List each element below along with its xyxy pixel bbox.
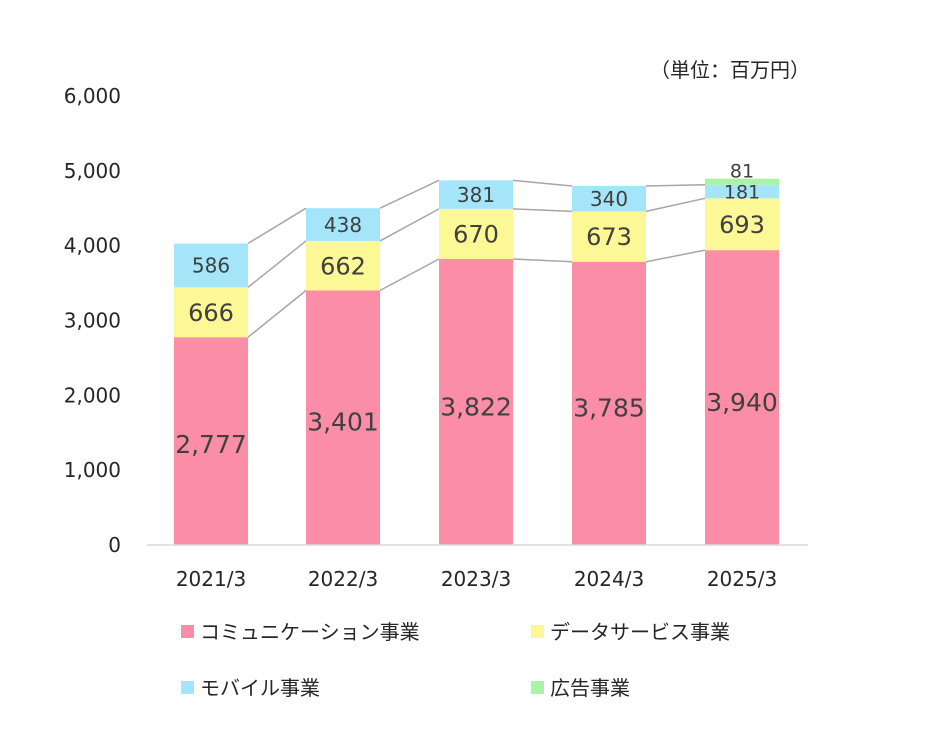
bar-data-label: 3,401 [307,408,379,437]
series-connector-line [379,258,440,292]
series-connector-line [645,184,706,187]
bar-data-label: 673 [586,223,632,251]
bar-segment [306,290,380,545]
series-connector-line [645,197,706,213]
bar-segment [572,185,646,212]
legend-label: 広告事業 [550,676,630,700]
x-tick-label: 2023/3 [441,567,511,591]
bar-segment [705,250,779,545]
y-tick-label: 1,000 [64,458,121,482]
series-connector-line [379,208,440,242]
series-connector-line [247,207,307,245]
y-tick-label: 6,000 [64,84,121,108]
legend-label: モバイル事業 [200,676,320,700]
legend-swatch [181,681,194,694]
series-connector-line [247,289,307,338]
series-connector-lines [247,179,706,338]
bar-segment [439,208,513,259]
legend-label: データサービス事業 [550,620,730,644]
legend-swatch [531,625,544,638]
y-tick-label: 0 [108,533,121,557]
bar-data-label: 340 [590,187,628,211]
bar-segment [572,261,646,545]
x-tick-label: 2021/3 [176,567,246,591]
bar-data-label: 666 [188,299,234,327]
bar-data-label: 693 [719,211,765,239]
bar-segment [174,337,248,545]
x-axis: 2021/3 2022/3 2023/3 2024/3 2025/3 [176,567,777,591]
bar-data-label: 2,777 [175,430,247,459]
bar-data-label: 670 [453,221,499,249]
y-tick-label: 3,000 [64,309,121,333]
y-tick-label: 4,000 [64,234,121,258]
legend-label: コミュニケーション事業 [200,620,420,644]
legend-swatch [531,681,544,694]
series-connector-line [379,179,440,209]
y-axis: 0 1,000 2,000 3,000 4,000 5,000 6,000 [64,84,121,557]
bar-data-label: 438 [324,213,362,237]
series-connector-line [512,208,573,213]
x-tick-label: 2024/3 [574,567,644,591]
bar-segment [174,287,248,338]
bar-data-label: 586 [192,254,230,278]
series-connector-line [247,240,307,288]
x-tick-label: 2022/3 [308,567,378,591]
legend-swatch [181,625,194,638]
y-tick-label: 2,000 [64,383,121,407]
x-tick-label: 2025/3 [707,567,777,591]
bar-segment [306,240,380,291]
bar-segment [439,180,513,209]
unit-label: （単位：百万円） [650,58,810,82]
bar-data-label: 381 [457,183,495,207]
y-tick-label: 5,000 [64,159,121,183]
bar-data-label: 181 [724,181,760,203]
bar-data-label: 81 [730,161,754,183]
bar-data-label: 662 [320,252,366,280]
bar-segment [705,184,779,199]
bar-segment [705,178,779,185]
bar-segment [439,258,513,545]
bar-segment [174,243,248,288]
bar-segment [705,198,779,251]
series-connector-line [512,179,573,187]
bar-data-label: 3,940 [706,388,778,417]
series-connector-line [512,258,573,263]
series-connector-line [645,249,706,263]
bars: 2,777 666 586 3,401 662 438 3,822 670 381 3,785 67… [174,161,779,545]
bar-segment [572,211,646,262]
bar-data-label: 3,822 [440,392,512,421]
bar-segment [306,208,380,241]
bar-data-label: 3,785 [573,394,645,423]
